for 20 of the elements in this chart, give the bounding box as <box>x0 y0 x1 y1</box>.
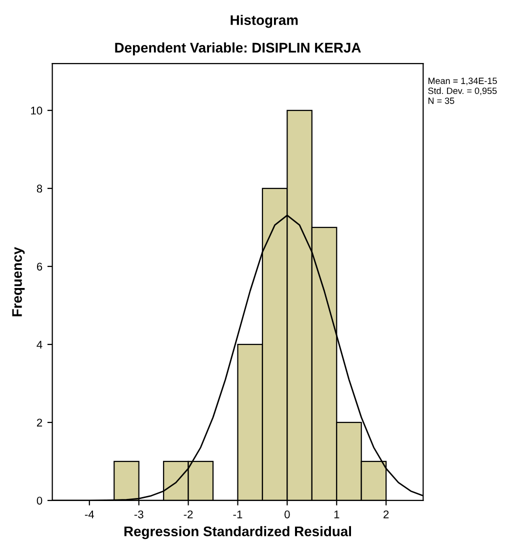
x-tick-label: -4 <box>84 510 94 518</box>
text: N = 35 <box>428 98 454 104</box>
x-axis-title: Regression Standardized Residual <box>124 526 351 540</box>
y-tick-label: 10 <box>31 106 42 115</box>
x-tick-label: 0 <box>284 510 290 518</box>
y-tick-label: 6 <box>36 262 42 271</box>
y-tick-label: 8 <box>36 184 42 193</box>
x-tick-label: 1 <box>334 510 340 518</box>
chart-subtitle: Dependent Variable: DISIPLIN KERJA <box>115 42 361 56</box>
y-tick-label: 0 <box>36 496 42 505</box>
x-tick-label: -2 <box>184 510 193 518</box>
chart-title: Histogram <box>230 14 298 28</box>
text: Std. Dev. = 0,955 <box>428 87 497 96</box>
text: Mean = 1,34E-15 <box>428 78 497 86</box>
x-tick-label: -3 <box>134 510 144 518</box>
x-tick-label: 2 <box>384 510 389 518</box>
y-tick-label: 4 <box>36 340 42 348</box>
y-axis-title: Frequency <box>12 246 25 316</box>
x-tick-label: -1 <box>233 510 242 518</box>
y-tick-label: 2 <box>36 418 42 426</box>
